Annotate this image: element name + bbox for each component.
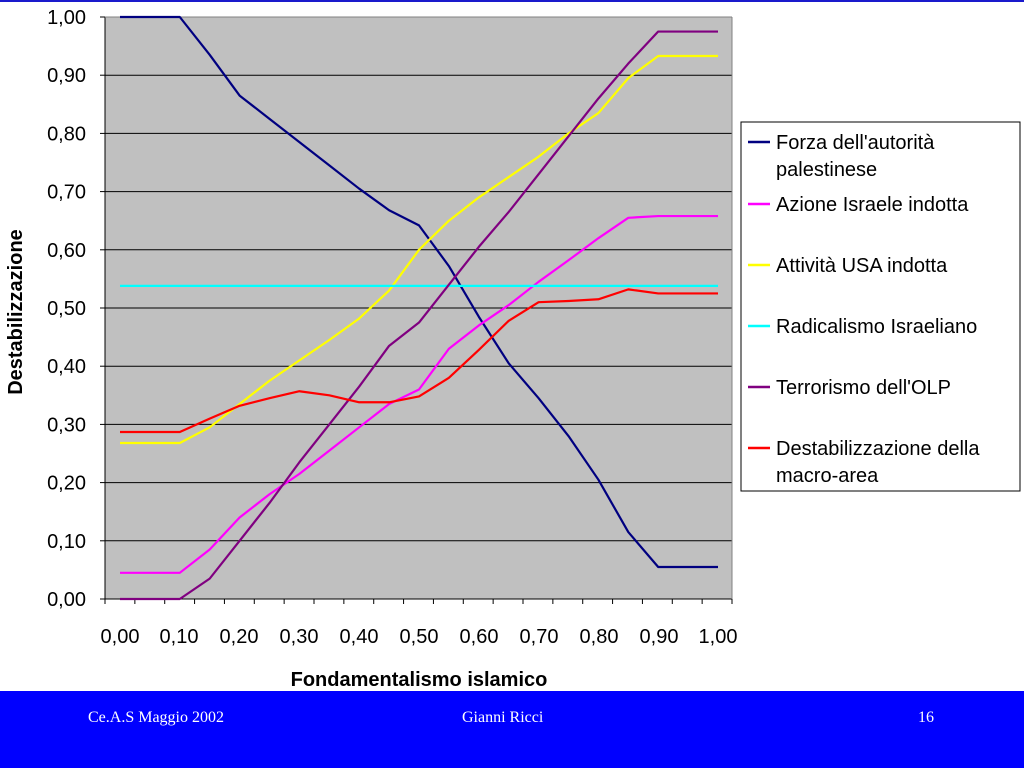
x-tick-label: 0,50 <box>400 626 439 648</box>
x-tick-label: 0,30 <box>280 626 319 648</box>
y-tick-label: 0,80 <box>47 123 86 145</box>
footer-author: Gianni Ricci <box>462 709 544 726</box>
legend-label: Radicalismo Israeliano <box>776 316 977 338</box>
y-tick-label: 0,70 <box>47 182 86 204</box>
x-tick-label: 0,70 <box>520 626 559 648</box>
series-line <box>120 214 718 574</box>
y-tick-label: 0,40 <box>47 356 86 378</box>
legend: Forza dell'autorità palestinese Azione Isr… <box>740 121 1021 492</box>
legend-box <box>740 121 1021 492</box>
x-tick-label: 0,90 <box>640 626 679 648</box>
x-tick-label: 1,00 <box>699 626 738 648</box>
top-border <box>0 0 1024 2</box>
y-tick-label: 0,30 <box>47 414 86 436</box>
series-lines <box>120 15 718 601</box>
y-tick-label: 1,00 <box>47 7 86 29</box>
slide-footer: Ce.A.S Maggio 2002 Gianni Ricci 16 <box>0 691 1024 768</box>
x-tick-label: 0,00 <box>101 626 140 648</box>
legend-label: Terrorismo dell'OLP <box>776 377 951 399</box>
series-line <box>120 15 718 569</box>
y-tick-label: 0,20 <box>47 473 86 495</box>
series-line <box>120 30 718 601</box>
x-tick-label: 0,40 <box>340 626 379 648</box>
series-line <box>120 54 718 445</box>
y-tick-label: 0,50 <box>47 298 86 320</box>
footer-left-text: Ce.A.S Maggio 2002 <box>88 709 224 726</box>
x-tick-label: 0,10 <box>160 626 199 648</box>
legend-label: Azione Israele indotta <box>776 194 969 216</box>
legend-label: Forza dell'autorità <box>776 132 935 154</box>
y-tick-label: 0,00 <box>47 589 86 611</box>
y-tick-label: 0,90 <box>47 65 86 87</box>
legend-label: palestinese <box>776 159 877 181</box>
x-axis-label: Fondamentalismo islamico <box>291 669 548 691</box>
axes: 0,00 0,10 0,20 0,30 0,40 0,50 0,60 0,70 0,80 0,90… <box>47 7 737 648</box>
x-tick-label: 0,60 <box>460 626 499 648</box>
page-number: 16 <box>918 709 934 726</box>
line-chart: 0,00 0,10 0,20 0,30 0,40 0,50 0,60 0,70 0,80 0,90… <box>5 7 1021 691</box>
y-tick-label: 0,60 <box>47 240 86 262</box>
y-axis-label: Destabilizzazione <box>5 229 27 395</box>
x-tick-label: 0,20 <box>220 626 259 648</box>
legend-label: Attività USA indotta <box>776 255 948 277</box>
legend-label: Destabilizzazione della <box>776 438 980 460</box>
x-tick-label: 0,80 <box>580 626 619 648</box>
series-line <box>120 288 718 434</box>
y-tick-label: 0,10 <box>47 531 86 553</box>
legend-label: macro-area <box>776 465 879 487</box>
